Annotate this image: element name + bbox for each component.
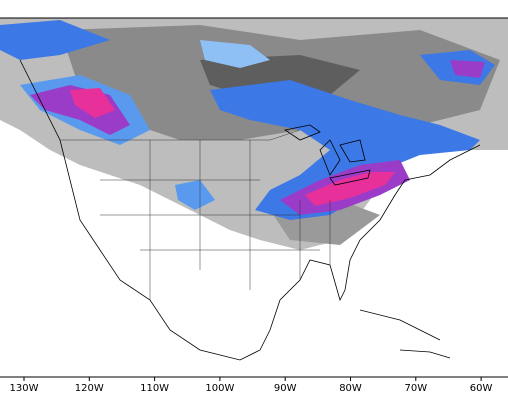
longitude-label: 120W [75,383,104,394]
longitude-label: 110W [140,383,169,394]
longitude-label: 80W [339,383,362,394]
longitude-labels: 130W 120W 110W 100W 90W 80W 70W 60W [10,377,493,394]
borders [60,129,331,300]
snow-magenta [70,88,395,206]
longitude-label: 60W [470,383,493,394]
longitude-label: 100W [205,383,234,394]
longitude-label: 130W [10,383,39,394]
longitude-label: 90W [274,383,297,394]
lakes [283,124,371,186]
longitude-label: 70W [404,383,427,394]
coastline [19,59,481,361]
